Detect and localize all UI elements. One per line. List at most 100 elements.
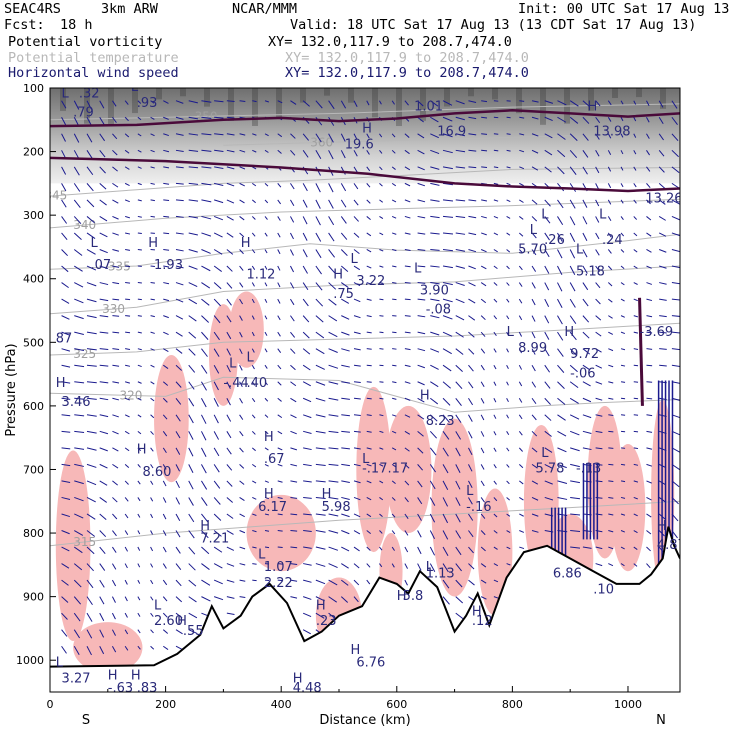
wind-vector: [480, 579, 487, 584]
pv-extremum-label: L: [247, 350, 255, 365]
wind-vector: [659, 315, 667, 318]
wind-vector: [544, 430, 552, 437]
wind-vector: [569, 298, 576, 308]
theta-contour: [50, 167, 680, 197]
wind-vector: [201, 579, 211, 586]
wind-vector: [277, 579, 283, 582]
wind-vector: [544, 116, 553, 122]
wind-vector: [417, 215, 426, 219]
wind-vector: [73, 596, 82, 605]
pv-extremum-label: 6.76: [356, 656, 385, 671]
wind-vector: [391, 546, 395, 551]
wind-vector: [302, 183, 308, 192]
wind-vector: [379, 265, 384, 268]
wind-vector: [519, 182, 524, 187]
wind-vector: [518, 398, 523, 403]
wind-vector: [595, 216, 600, 223]
wind-vector: [506, 298, 510, 303]
wind-vector: [251, 232, 256, 237]
wind-vector: [633, 447, 639, 450]
wind-vector: [112, 232, 119, 236]
wind-vector: [163, 331, 169, 336]
wind-vector: [162, 364, 169, 369]
wind-vector: [302, 216, 308, 225]
wind-vector: [480, 265, 487, 270]
wind-vector: [61, 117, 67, 126]
wind-vector: [608, 414, 614, 417]
pv-extremum-label: H: [137, 443, 147, 458]
wind-vector: [341, 397, 350, 400]
wind-vector: [379, 497, 384, 501]
wind-vector: [340, 579, 349, 586]
wind-vector: [150, 100, 155, 104]
wind-vector: [455, 480, 461, 490]
wind-vector: [633, 100, 637, 105]
wind-vector: [518, 414, 523, 420]
wind-vector: [442, 282, 453, 286]
wind-vector: [544, 331, 550, 340]
wind-vector: [124, 133, 130, 138]
wind-vector: [162, 431, 168, 437]
wind-vector: [404, 546, 409, 553]
wind-vector: [328, 249, 335, 258]
wind-vector: [480, 331, 486, 337]
wind-vector: [112, 100, 117, 107]
wind-vector: [315, 133, 322, 143]
wind-vector: [582, 414, 592, 419]
stratosphere-streak: [132, 88, 138, 114]
pv-extremum-label: 7.21: [200, 532, 229, 547]
wind-vector: [404, 530, 409, 536]
wind-vector: [99, 116, 105, 125]
wind-vector: [61, 315, 70, 320]
wind-vector: [519, 530, 525, 533]
wind-vector: [506, 182, 511, 186]
wind-vector: [379, 282, 384, 284]
wind-vector: [404, 100, 409, 106]
wind-vector: [112, 149, 118, 156]
stratosphere-streak: [204, 88, 210, 107]
wind-vector: [493, 447, 497, 452]
wind-vector: [646, 563, 651, 569]
wind-vector: [506, 364, 509, 370]
wind-vector: [417, 149, 425, 155]
wind-vector: [73, 579, 82, 588]
wind-vector: [506, 282, 510, 286]
wind-vector: [99, 199, 107, 206]
wind-vector: [226, 398, 231, 406]
wind-vector: [86, 629, 93, 639]
wind-vector: [111, 563, 117, 570]
wind-vector: [646, 348, 653, 350]
pv-extremum-label: H: [131, 668, 141, 683]
pv-extremum-label: H: [200, 519, 210, 534]
wind-vector: [175, 133, 184, 136]
wind-vector: [519, 166, 525, 170]
wind-vector: [646, 133, 650, 139]
wind-vector: [175, 348, 183, 354]
wind-vector: [544, 463, 553, 469]
wind-vector: [188, 232, 198, 236]
wind-vector: [112, 447, 119, 452]
pv-extremum-label: 5.18: [576, 265, 605, 280]
wind-vector: [531, 364, 536, 372]
wind-vector: [302, 265, 308, 274]
wind-vector: [251, 298, 255, 304]
wind-vector: [607, 150, 612, 156]
pv-extremum-label: .10: [593, 582, 614, 597]
wind-vector: [112, 530, 117, 537]
wind-vector: [252, 166, 257, 170]
wind-vector: [442, 431, 450, 440]
wind-vector: [86, 364, 97, 367]
wind-vector: [73, 629, 81, 639]
wind-vector: [86, 397, 97, 400]
wind-vector: [595, 381, 603, 385]
wind-vector: [582, 447, 592, 451]
wind-vector: [353, 596, 359, 603]
wind-vector: [493, 149, 499, 152]
wind-vector: [124, 497, 129, 502]
wind-vector: [99, 596, 105, 605]
wind-vector: [315, 364, 325, 370]
wind-vector: [506, 166, 511, 169]
pv-extremum-label: L: [229, 357, 237, 372]
stratosphere-streak: [156, 88, 162, 100]
wind-vector: [480, 497, 485, 503]
